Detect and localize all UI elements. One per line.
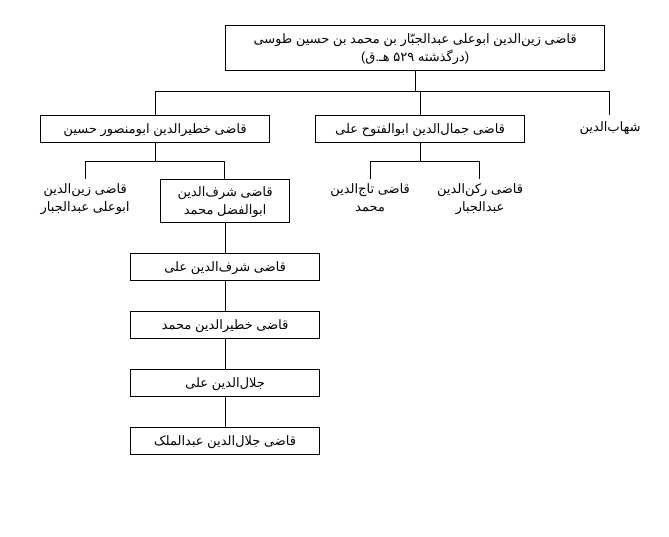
rukn-node: قاضی رکن‌الدین عبدالجبار <box>430 180 530 216</box>
connector <box>420 91 421 115</box>
chain-4: قاضی جلال‌الدین عبدالملک <box>130 427 320 455</box>
taj-l2: محمد <box>355 199 385 214</box>
chain-3: جلال‌الدین علی <box>130 369 320 397</box>
connector <box>225 339 226 369</box>
chain-2: قاضی خطیرالدین محمد <box>130 311 320 339</box>
connector <box>370 161 480 162</box>
rukn-l1: قاضی رکن‌الدین <box>437 181 523 196</box>
rukn-l2: عبدالجبار <box>456 199 505 214</box>
jamal-node: قاضی جمال‌الدین ابوالفتوح علی <box>315 115 525 143</box>
connector <box>155 91 610 92</box>
zayn-l2: ابوعلی عبدالجبار <box>40 199 129 214</box>
connector <box>225 223 226 253</box>
root-line1: قاضی زین‌الدین ابوعلی عبدالجبّار بن محمد… <box>253 30 576 48</box>
connector <box>479 161 480 179</box>
connector <box>225 397 226 427</box>
zayn-node: قاضی زین‌الدین ابوعلی عبدالجبار <box>25 180 145 216</box>
sharaf-m-l2: ابوالفضل محمد <box>184 201 267 219</box>
khatir-node: قاضی خطیرالدین ابومنصور حسین <box>40 115 270 143</box>
connector <box>85 161 225 162</box>
connector <box>85 161 86 179</box>
connector <box>420 143 421 161</box>
taj-l1: قاضی تاج‌الدین <box>330 181 410 196</box>
root-line2: (درگذشته ۵۲۹ هـ.ق) <box>361 48 469 66</box>
zayn-l1: قاضی زین‌الدین <box>43 181 126 196</box>
connector <box>225 281 226 311</box>
shahab-node: شهاب‌الدین <box>570 118 650 136</box>
connector <box>609 91 610 115</box>
chain-1: قاضی شرف‌الدین علی <box>130 253 320 281</box>
connector <box>155 91 156 115</box>
sharaf-m-node: قاضی شرف‌الدین ابوالفضل محمد <box>160 179 290 223</box>
connector <box>224 161 225 179</box>
connector <box>370 161 371 179</box>
connector <box>415 71 416 91</box>
taj-node: قاضی تاج‌الدین محمد <box>320 180 420 216</box>
connector <box>155 143 156 161</box>
root-node: قاضی زین‌الدین ابوعلی عبدالجبّار بن محمد… <box>225 25 605 71</box>
sharaf-m-l1: قاضی شرف‌الدین <box>177 183 272 201</box>
